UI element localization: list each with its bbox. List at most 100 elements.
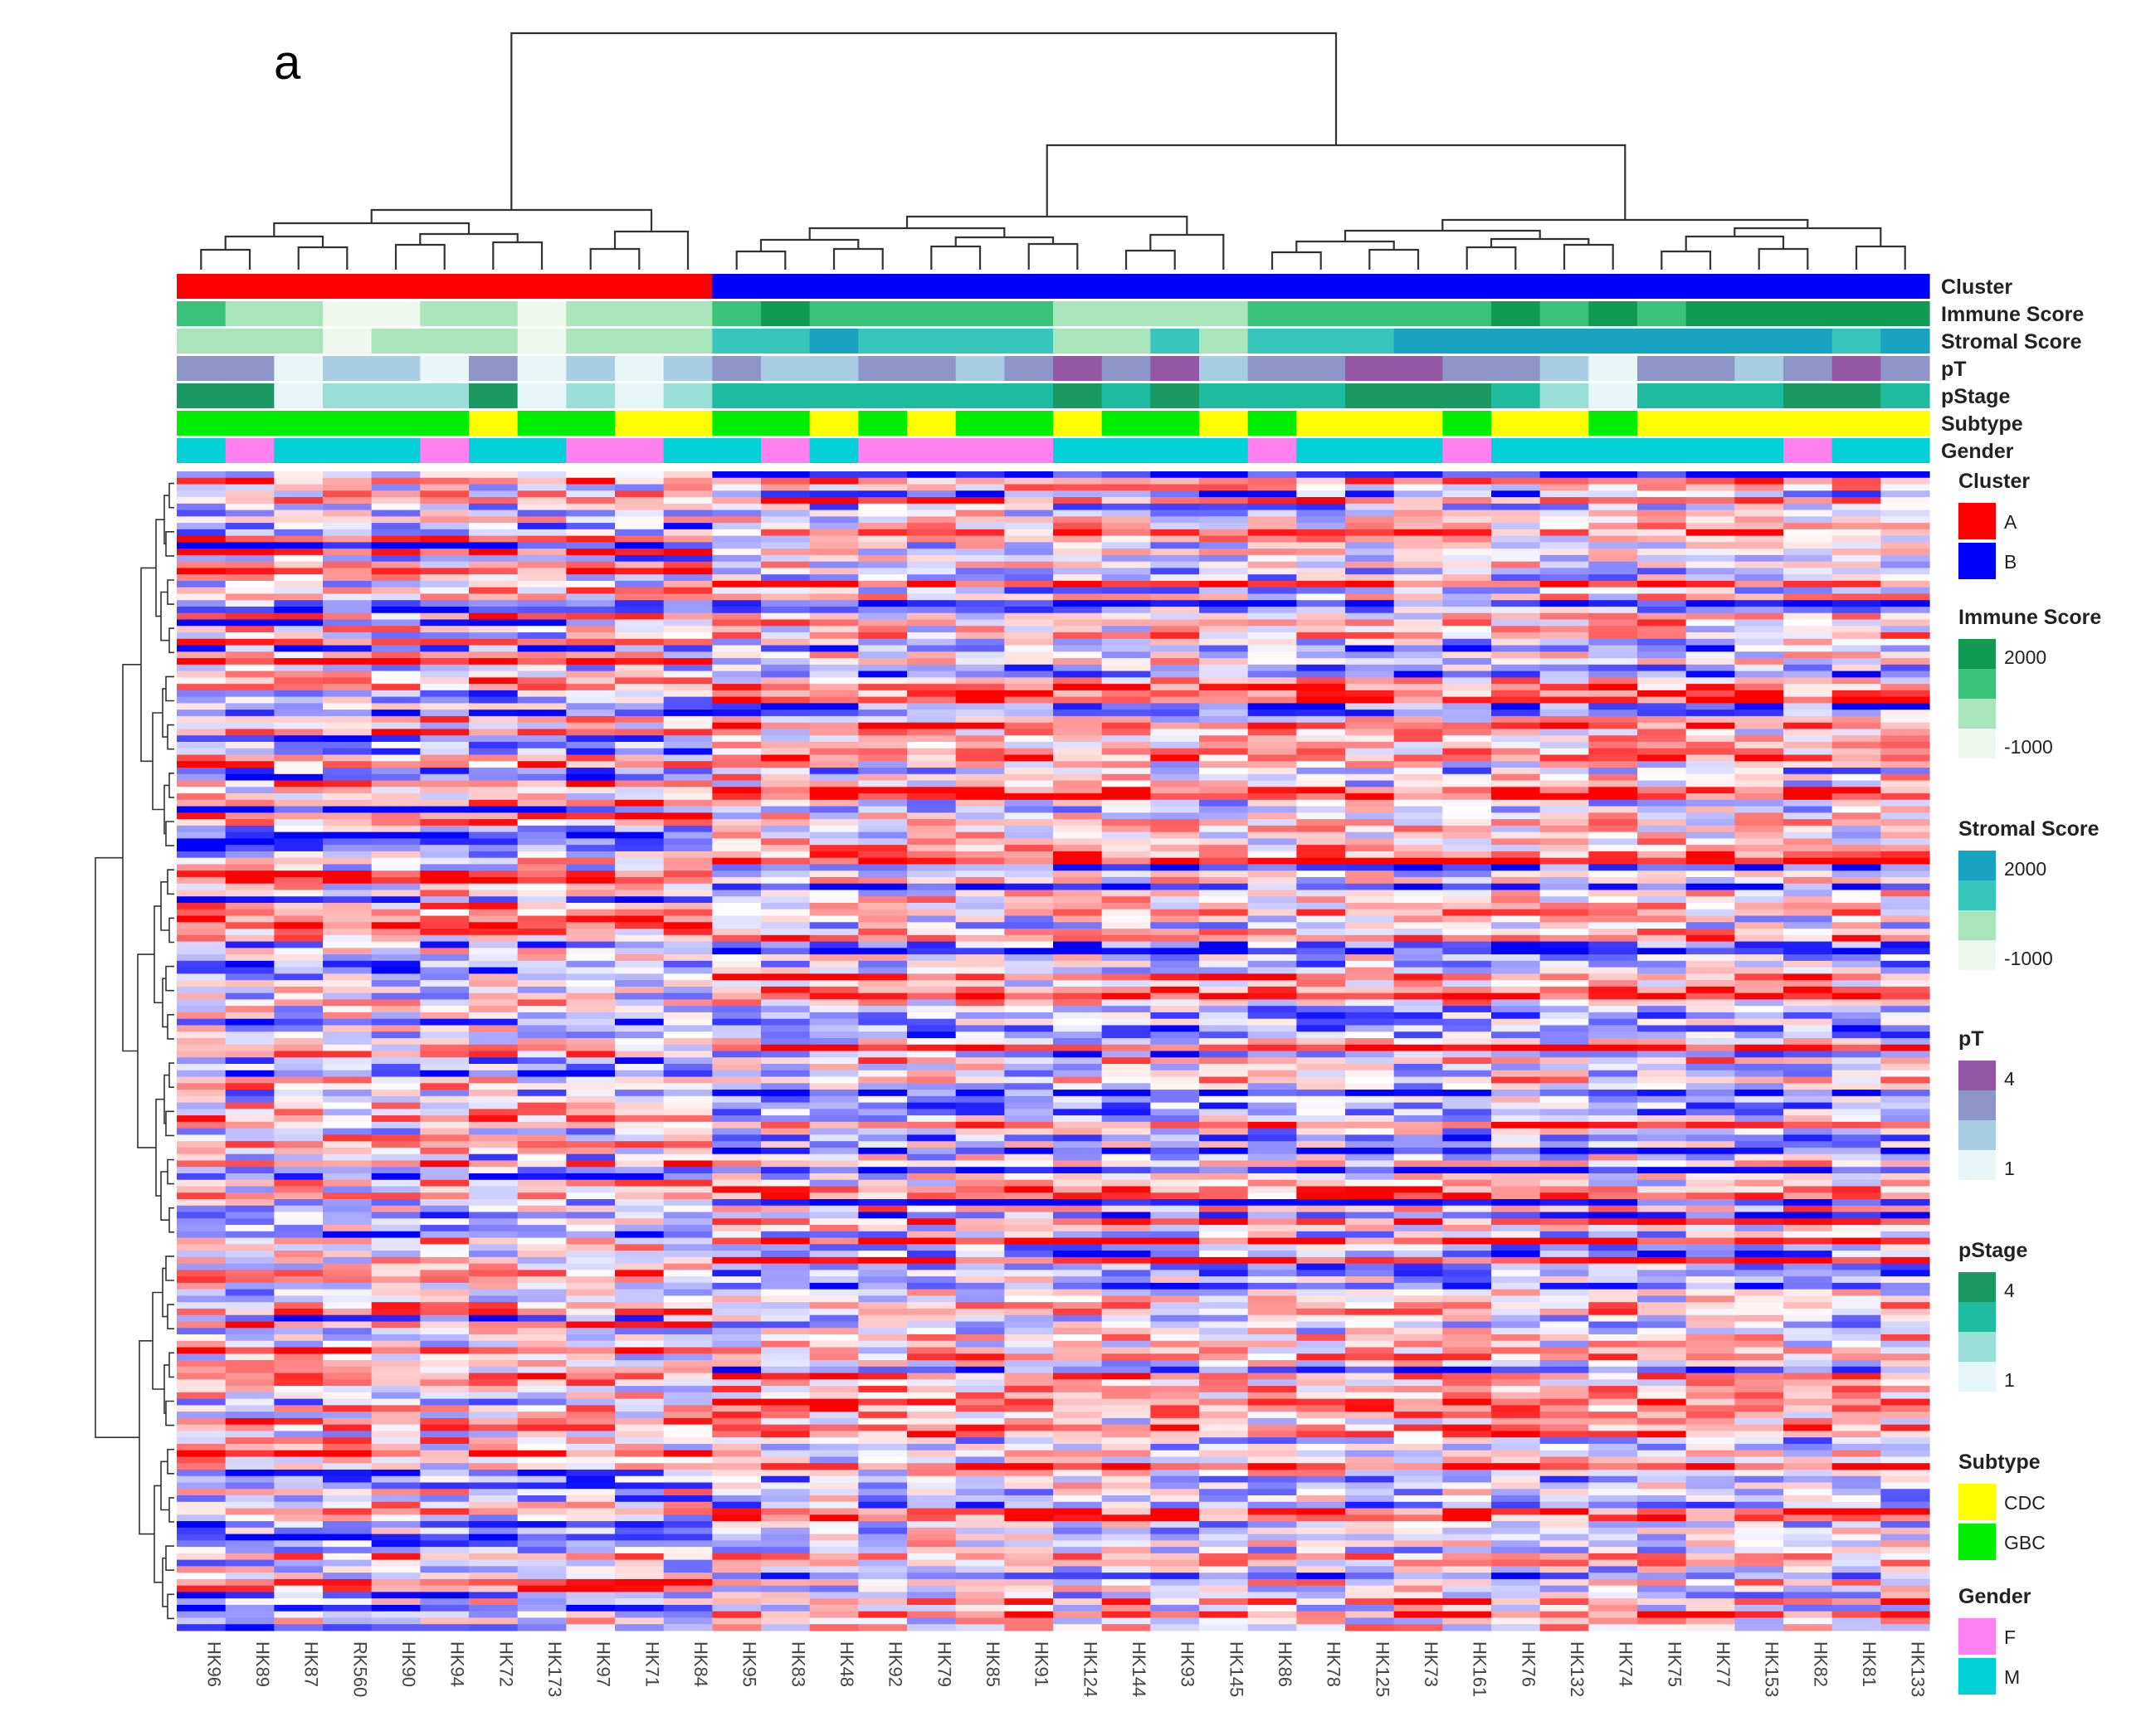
heatmap-cell [371,677,421,685]
heatmap-cell [1685,845,1735,852]
heatmap-cell [371,1006,421,1013]
heatmap-cell [955,561,1005,568]
heatmap-cell [809,1109,859,1116]
heatmap-cell [566,1006,616,1013]
heatmap-cell [225,812,275,820]
heatmap-cell [955,922,1005,929]
heatmap-cell [274,587,324,594]
heatmap-cell [1247,710,1297,717]
heatmap-cell [761,1141,811,1148]
heatmap-cell [1199,876,1249,885]
heatmap-cell [1831,503,1881,511]
heatmap-cell [566,484,616,491]
heatmap-cell [1637,1134,1687,1142]
track-cell [955,274,1005,299]
heatmap-cell [1734,529,1784,537]
dendrogram-branch [163,1364,169,1414]
heatmap-cell [1637,690,1687,698]
heatmap-cell [1539,1083,1589,1090]
heatmap-cell [1150,1256,1200,1265]
heatmap-cell [615,671,665,678]
heatmap-cell [469,587,519,594]
heatmap-cell [1296,651,1346,659]
heatmap-cell [1685,825,1735,833]
heatmap-cell [177,677,227,685]
track-cell [1783,438,1833,463]
heatmap-cell [1393,929,1443,936]
heatmap-cell [809,1095,859,1104]
heatmap-cell [1831,1121,1881,1129]
heatmap-cell [955,529,1005,537]
heatmap-cell [1296,471,1346,479]
heatmap-cell [1783,1121,1833,1129]
heatmap-cell [1053,799,1103,807]
heatmap-cell [955,612,1005,620]
heatmap-cell [1734,587,1784,594]
heatmap-cell [225,973,275,981]
heatmap-cell [177,619,227,627]
heatmap-cell [274,973,324,981]
heatmap-cell [469,831,519,839]
heatmap-cell [1393,645,1443,652]
heatmap-cell [1783,722,1833,729]
heatmap-cell [1685,535,1735,543]
heatmap-cell [420,1270,470,1277]
track-cell [177,274,227,299]
heatmap-cell [1637,632,1687,640]
heatmap-cell [1150,909,1200,917]
heatmap-cell [177,1231,227,1239]
heatmap-cell [761,626,811,633]
heatmap-cell [1296,516,1346,524]
heatmap-cell [1345,1090,1395,1097]
heatmap-cell [177,606,227,614]
heatmap-cell [955,1231,1005,1239]
heatmap-cell [1004,651,1054,659]
heatmap-cell [761,851,811,859]
heatmap-cell [1345,1225,1395,1232]
heatmap-cell [1491,626,1541,633]
heatmap-cell [1004,1167,1054,1174]
heatmap-cell [1150,1070,1200,1078]
heatmap-cell [1783,1160,1833,1168]
heatmap-cell [566,754,616,762]
heatmap-cell [1004,876,1054,885]
heatmap-cell [858,1199,908,1207]
heatmap-cell [615,516,665,524]
heatmap-cell [1101,1064,1151,1071]
heatmap-cell [712,992,762,1000]
heatmap-cell [1588,819,1638,827]
heatmap-cell [1199,1031,1249,1039]
heatmap-cell [809,1244,859,1251]
heatmap-cell [858,497,908,505]
heatmap-cell [274,1109,324,1116]
heatmap-cell [517,580,567,588]
track-cell [663,438,713,463]
heatmap-cell [177,845,227,852]
heatmap-cell [955,754,1005,762]
heatmap-cell [1539,1251,1589,1258]
heatmap-cell [1637,722,1687,729]
heatmap-cell [1101,529,1151,537]
heatmap-cell [1393,812,1443,820]
heatmap-cell [615,1205,665,1213]
heatmap-cell [1053,510,1103,517]
heatmap-cell [663,902,713,910]
heatmap-cell [371,838,421,846]
heatmap-cell [761,1018,811,1026]
heatmap-cell [323,1057,373,1065]
heatmap-cell [712,510,762,517]
heatmap-cell [420,934,470,943]
heatmap-cell [517,729,567,736]
heatmap-cell [1053,761,1103,768]
heatmap-cell [809,1212,859,1219]
heatmap-cell [469,1031,519,1039]
heatmap-cell [1637,1090,1687,1097]
heatmap-cell [1491,593,1541,601]
heatmap-cell [1150,1109,1200,1116]
heatmap-cell [1588,992,1638,1000]
heatmap-cell [1296,1192,1346,1200]
heatmap-cell [809,612,859,620]
track-cell [1150,438,1200,463]
heatmap-cell [371,574,421,582]
heatmap-cell [955,851,1005,859]
